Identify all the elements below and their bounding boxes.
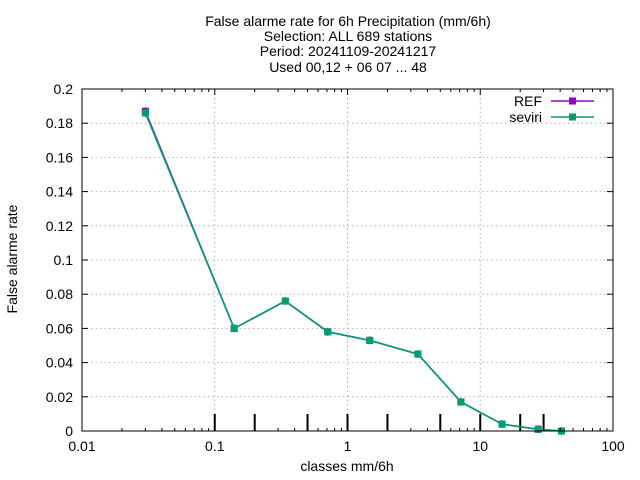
y-axis-label: False alarme rate: [4, 204, 20, 313]
title-line-2: Selection: ALL 689 stations: [264, 28, 432, 44]
data-point: [534, 425, 542, 433]
title-line-1: False alarme rate for 6h Precipitation (…: [205, 13, 491, 29]
y-tick-label: 0.16: [46, 149, 73, 165]
data-point: [281, 297, 289, 305]
series-ref: [141, 107, 565, 435]
data-point: [414, 350, 422, 358]
legend-label-ref: REF: [514, 93, 542, 109]
legend-marker-ref: [569, 97, 576, 105]
y-tick-label: 0.04: [46, 355, 73, 371]
series-layer: [141, 107, 565, 435]
x-tick-label: 0.01: [68, 438, 95, 454]
y-tick-label: 0.14: [46, 184, 73, 200]
class-limit-markers: [213, 414, 545, 431]
chart-title: False alarme rate for 6h Precipitation (…: [205, 13, 491, 75]
x-tick-label: 0.1: [205, 438, 225, 454]
data-point: [324, 328, 332, 336]
data-point: [230, 324, 238, 332]
y-tick-label: 0.1: [54, 252, 74, 268]
y-tick-label: 0.18: [46, 115, 73, 131]
legend-label-seviri: seviri: [509, 109, 542, 125]
series-line-ref: [144, 110, 562, 432]
y-tick-label: 0.06: [46, 320, 73, 336]
data-point: [141, 109, 149, 117]
y-tick-label: 0.02: [46, 389, 73, 405]
series-seviri: [141, 108, 565, 435]
y-tick-label: 0: [65, 423, 73, 439]
axes: 0 0.02 0.04 0.06 0.08 0.1 0.12 0.14 0.16 0.18 0.2 0…: [46, 81, 625, 454]
x-tick-label: 1: [344, 438, 352, 454]
series-line-seviri: [144, 112, 562, 432]
x-axis-label: classes mm/6h: [300, 458, 393, 474]
legend-marker-seviri: [569, 113, 576, 121]
title-line-4: Used 00,12 + 06 07 ... 48: [269, 59, 427, 75]
x-tick-label: 10: [472, 438, 488, 454]
y-tick-label: 0.08: [46, 286, 73, 302]
y-tick-label: 0.2: [54, 81, 74, 97]
grid: [82, 89, 613, 431]
y-tick-label: 0.12: [46, 218, 73, 234]
data-point: [498, 420, 506, 428]
data-point: [457, 398, 465, 406]
title-line-3: Period: 20241109-20241217: [260, 43, 437, 59]
x-tick-label: 100: [601, 438, 625, 454]
data-point: [366, 336, 374, 344]
